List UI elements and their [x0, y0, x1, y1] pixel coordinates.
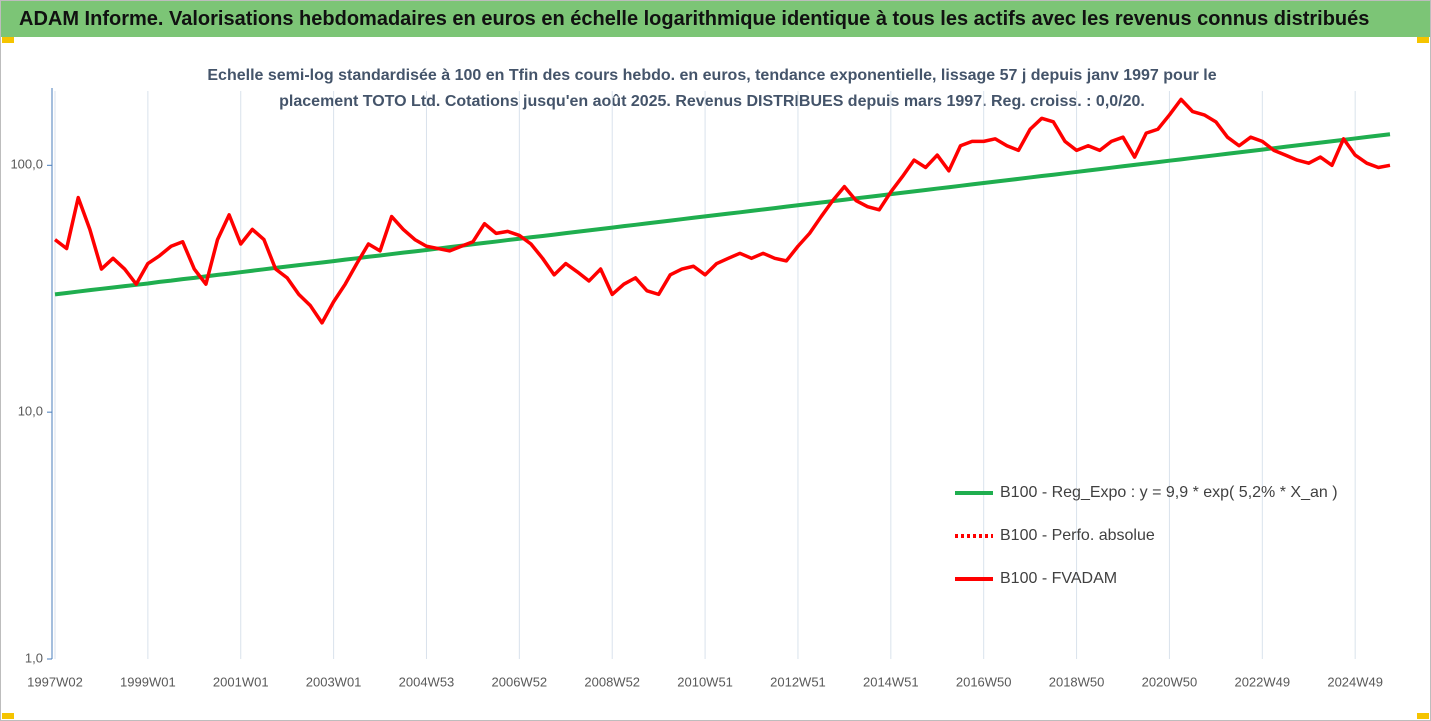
series-line [54, 132, 1391, 297]
corner-mark [2, 37, 14, 43]
x-tick-label: 2001W01 [213, 674, 269, 689]
x-tick-label: 2003W01 [306, 674, 362, 689]
x-tick-label: 2006W52 [492, 674, 548, 689]
legend-label: B100 - Reg_Expo : y = 9,9 * exp( 5,2% * … [1000, 484, 1338, 501]
x-tick-label: 2018W50 [1049, 674, 1105, 689]
title-bar: ADAM Informe. Valorisations hebdomadaire… [1, 1, 1430, 37]
y-tick-label: 1,0 [25, 650, 43, 665]
x-tick-label: 2004W53 [399, 674, 455, 689]
x-tick-label: 2024W49 [1327, 674, 1383, 689]
legend-label: B100 - Perfo. absolue [1000, 527, 1155, 544]
chart-title: ADAM Informe. Valorisations hebdomadaire… [19, 8, 1370, 30]
x-tick-label: 2020W50 [1142, 674, 1198, 689]
corner-mark [1417, 37, 1429, 43]
x-tick-label: 2022W49 [1234, 674, 1290, 689]
series-line [53, 97, 1391, 325]
x-tick-label: 2012W51 [770, 674, 826, 689]
subtitle: Echelle semi-log standardisée à 100 en T… [207, 67, 1216, 84]
legend-label: B100 - FVADAM [1000, 570, 1117, 587]
y-tick-label: 10,0 [18, 404, 43, 419]
subtitle: placement TOTO Ltd. Cotations jusqu'en a… [279, 93, 1145, 110]
x-tick-label: 2008W52 [584, 674, 640, 689]
x-tick-label: 2016W50 [956, 674, 1012, 689]
y-tick-label: 100,0 [10, 157, 43, 172]
x-tick-label: 1997W02 [27, 674, 83, 689]
x-tick-label: 1999W01 [120, 674, 176, 689]
x-tick-label: 2014W51 [863, 674, 919, 689]
corner-mark [2, 713, 14, 719]
x-tick-label: 2010W51 [677, 674, 733, 689]
corner-mark [1417, 713, 1429, 719]
